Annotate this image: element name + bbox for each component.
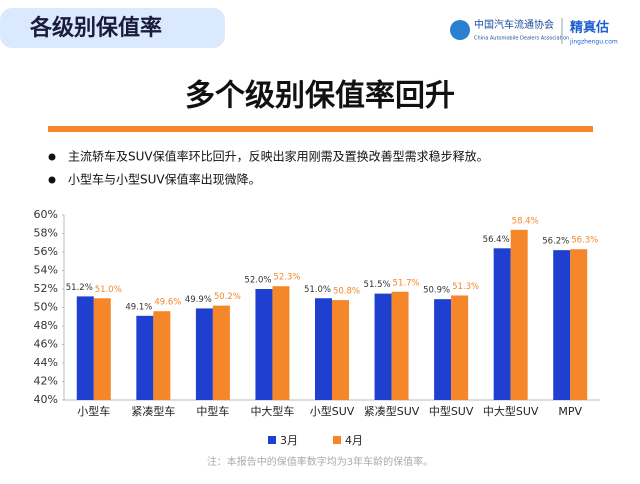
y-tick-label: 58% <box>34 227 58 240</box>
y-tick-label: 56% <box>34 245 58 258</box>
data-label: 56.2% <box>542 237 569 247</box>
data-label: 51.0% <box>95 285 122 295</box>
data-label: 51.5% <box>364 280 391 290</box>
bar <box>212 305 230 400</box>
y-tick-label: 48% <box>34 319 58 332</box>
bar <box>391 291 409 400</box>
x-tick-label: 紧凑型车 <box>131 404 175 418</box>
data-label: 51.2% <box>66 283 93 293</box>
data-label: 56.4% <box>483 235 510 245</box>
data-label: 50.8% <box>333 287 360 297</box>
bullet-dot <box>48 176 56 184</box>
bullet-text: 主流轿车及SUV保值率环比回升，反映出家用刚需及置换改善型需求稳步释放。 <box>68 149 489 164</box>
data-label: 51.0% <box>304 285 331 295</box>
bar <box>272 286 290 400</box>
bar <box>510 229 528 400</box>
data-label: 49.1% <box>125 302 152 312</box>
legend-swatch <box>268 436 276 444</box>
y-tick-label: 46% <box>34 338 58 351</box>
x-tick-label: 中大型SUV <box>483 404 539 418</box>
legend-swatch <box>333 436 341 444</box>
y-tick-label: 50% <box>34 301 58 314</box>
bar <box>93 298 111 400</box>
y-tick-label: 40% <box>34 393 58 406</box>
y-tick-label: 54% <box>34 264 58 277</box>
title-box <box>0 8 225 48</box>
brand: 精真估 <box>570 20 609 36</box>
x-tick-label: 小型车 <box>77 404 110 418</box>
y-tick-label: 44% <box>34 356 58 369</box>
bar <box>76 296 94 400</box>
bullet-text: 小型车与小型SUV保值率出现微降。 <box>68 172 261 187</box>
bar <box>195 308 213 400</box>
data-label: 52.0% <box>244 276 271 286</box>
bar <box>570 249 588 400</box>
x-tick-label: 小型SUV <box>310 404 355 418</box>
x-tick-label: 中型车 <box>196 404 229 418</box>
bar <box>451 295 469 400</box>
bar <box>553 250 571 400</box>
x-tick-label: 中大型车 <box>250 404 294 418</box>
bullet-dot <box>48 153 56 161</box>
data-label: 50.9% <box>423 286 450 296</box>
slide-title: 各级别保值率 <box>29 15 162 41</box>
y-tick-label: 60% <box>34 208 58 221</box>
heading: 多个级别保值率回升 <box>185 79 455 114</box>
brand-url: jingzhengu.com <box>569 39 618 46</box>
legend-label: 3月 <box>280 434 298 447</box>
bar <box>374 293 392 400</box>
data-label: 52.3% <box>273 273 300 283</box>
data-label: 51.7% <box>393 278 420 288</box>
legend-label: 4月 <box>345 434 363 447</box>
bar <box>315 298 332 400</box>
data-label: 50.2% <box>214 292 241 302</box>
bar <box>136 315 154 400</box>
bar <box>493 248 511 400</box>
y-tick-label: 52% <box>34 282 58 295</box>
x-tick-label: MPV <box>558 405 582 418</box>
divider-bar <box>48 126 593 132</box>
org-name-en: China Automobile Dealers Association <box>474 36 569 42</box>
data-label: 56.3% <box>571 236 598 246</box>
x-tick-label: 中型SUV <box>429 404 474 418</box>
org-logo <box>450 20 470 40</box>
data-label: 58.4% <box>512 216 539 226</box>
bar <box>332 300 349 400</box>
footnote: 注：本报告中的保值率数字均为3年车龄的保值率。 <box>207 455 433 468</box>
x-tick-label: 紧凑型SUV <box>364 404 420 418</box>
bar <box>434 299 452 400</box>
data-label: 49.9% <box>185 295 212 305</box>
data-label: 51.3% <box>452 282 479 292</box>
y-tick-label: 42% <box>34 375 58 388</box>
bar <box>255 289 273 400</box>
data-label: 49.6% <box>154 298 181 308</box>
org-name: 中国汽车流通协会 <box>474 18 554 31</box>
bar <box>153 311 171 400</box>
